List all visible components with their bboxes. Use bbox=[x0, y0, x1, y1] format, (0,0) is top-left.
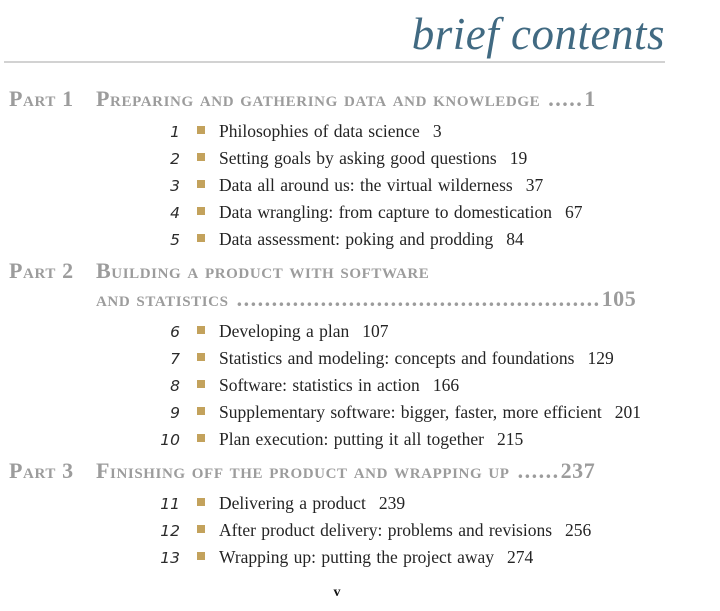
part-title-line2: and statistics..........................… bbox=[96, 285, 665, 313]
chapter-number: 10 bbox=[160, 430, 180, 449]
chapter-title: Delivering a product bbox=[219, 492, 366, 513]
chapter-row: 4 Data wrangling: from capture to domest… bbox=[9, 199, 665, 226]
chapter-page-number: 215 bbox=[497, 428, 524, 449]
chapter-list: 1 Philosophies of data science 3 2 Setti… bbox=[9, 118, 665, 253]
chapter-page-number: 256 bbox=[565, 519, 592, 540]
chapter-page-number: 129 bbox=[587, 347, 614, 368]
chapter-title: Supplementary software: bigger, faster, … bbox=[219, 401, 602, 422]
chapter-page-number: 166 bbox=[432, 374, 460, 395]
chapter-row: 11 Delivering a product 239 bbox=[9, 490, 665, 517]
chapter-number: 11 bbox=[160, 494, 180, 513]
chapter-number: 8 bbox=[170, 376, 180, 395]
chapter-title: After product delivery: problems and rev… bbox=[219, 519, 553, 540]
leader-dots: ..... bbox=[548, 85, 584, 111]
chapter-row: 6 Developing a plan 107 bbox=[9, 318, 665, 345]
divider-rule bbox=[4, 60, 665, 63]
bullet-square-icon bbox=[197, 498, 205, 507]
part-section-1: Part 1 Preparing and gathering data and … bbox=[9, 85, 665, 253]
part-heading: Part 2 Building a product with software … bbox=[9, 257, 665, 313]
chapter-row: 13 Wrapping up: putting the project away… bbox=[9, 544, 665, 571]
leader-dots: ........................................… bbox=[236, 285, 601, 311]
page-title: brief contents bbox=[411, 9, 665, 59]
chapter-page-number: 19 bbox=[509, 147, 528, 168]
part-label: Part 2 bbox=[9, 257, 74, 283]
part-title-line1: Building a product with software bbox=[96, 257, 430, 283]
chapter-page-number: 239 bbox=[378, 492, 406, 513]
part-page-number: 105 bbox=[601, 285, 637, 311]
chapter-page-number: 107 bbox=[362, 320, 389, 341]
bullet-square-icon bbox=[197, 407, 205, 416]
chapter-number: 5 bbox=[170, 230, 180, 249]
chapter-row: 3 Data all around us: the virtual wilder… bbox=[9, 172, 665, 199]
chapter-row: 1 Philosophies of data science 3 bbox=[9, 118, 665, 145]
bullet-square-icon bbox=[197, 234, 205, 243]
chapter-row: 10 Plan execution: putting it all togeth… bbox=[9, 426, 665, 453]
chapter-title: Statistics and modeling: concepts and fo… bbox=[219, 347, 575, 368]
part-page-number: 237 bbox=[560, 457, 596, 483]
chapter-row: 7 Statistics and modeling: concepts and … bbox=[9, 345, 665, 372]
part-heading: Part 3 Finishing off the product and wra… bbox=[9, 457, 665, 485]
bullet-square-icon bbox=[197, 434, 205, 443]
bullet-square-icon bbox=[197, 153, 205, 162]
bullet-square-icon bbox=[197, 552, 205, 561]
part-title-wrap: Preparing and gathering data and knowled… bbox=[96, 85, 665, 113]
chapter-row: 8 Software: statistics in action 166 bbox=[9, 372, 665, 399]
chapter-title: Philosophies of data science bbox=[219, 120, 420, 141]
chapter-number: 12 bbox=[160, 521, 180, 540]
bullet-square-icon bbox=[197, 180, 205, 189]
bullet-square-icon bbox=[197, 380, 205, 389]
content-column: brief contents Part 1 Preparing and gath… bbox=[4, 0, 665, 571]
chapter-title: Setting goals by asking good questions bbox=[219, 147, 497, 168]
part-section-3: Part 3 Finishing off the product and wra… bbox=[9, 457, 665, 571]
part-title: Preparing and gathering data and knowled… bbox=[96, 85, 541, 111]
chapter-page-number: 274 bbox=[507, 546, 534, 567]
chapter-number: 9 bbox=[170, 403, 180, 422]
part-title-wrap: Building a product with software and sta… bbox=[96, 257, 665, 313]
bullet-square-icon bbox=[197, 126, 205, 135]
leader-dots: ...... bbox=[517, 457, 560, 483]
table-of-contents: Part 1 Preparing and gathering data and … bbox=[9, 85, 665, 571]
chapter-number: 1 bbox=[170, 122, 180, 141]
part-label: Part 3 bbox=[9, 457, 74, 483]
part-label: Part 1 bbox=[9, 85, 74, 111]
chapter-page-number: 84 bbox=[506, 228, 524, 249]
chapter-page-number: 37 bbox=[525, 174, 544, 195]
chapter-number: 4 bbox=[170, 203, 180, 222]
chapter-title: Wrapping up: putting the project away bbox=[219, 546, 494, 567]
chapter-title: Plan execution: putting it all together bbox=[219, 428, 485, 449]
chapter-number: 7 bbox=[170, 349, 180, 368]
chapter-page-number: 3 bbox=[432, 120, 442, 141]
chapter-page-number: 201 bbox=[614, 401, 642, 422]
part-heading: Part 1 Preparing and gathering data and … bbox=[9, 85, 665, 113]
chapter-number: 2 bbox=[170, 149, 180, 168]
chapter-list: 11 Delivering a product 239 12 After pro… bbox=[9, 490, 665, 571]
chapter-number: 6 bbox=[170, 322, 180, 341]
bullet-square-icon bbox=[197, 207, 205, 216]
bullet-square-icon bbox=[197, 326, 205, 335]
bullet-square-icon bbox=[197, 525, 205, 534]
chapter-row: 9 Supplementary software: bigger, faster… bbox=[9, 399, 665, 426]
part-title-continued: and statistics bbox=[96, 285, 229, 311]
part-title-wrap: Finishing off the product and wrapping u… bbox=[96, 457, 665, 485]
chapter-number: 13 bbox=[160, 548, 180, 567]
chapter-title: Data assessment: poking and prodding bbox=[219, 228, 494, 249]
chapter-title: Data wrangling: from capture to domestic… bbox=[219, 201, 553, 222]
chapter-title: Data all around us: the virtual wilderne… bbox=[219, 174, 513, 195]
chapter-list: 6 Developing a plan 107 7 Statistics and… bbox=[9, 318, 665, 453]
chapter-row: 5 Data assessment: poking and prodding 8… bbox=[9, 226, 665, 253]
part-section-2: Part 2 Building a product with software … bbox=[9, 257, 665, 453]
part-title: Finishing off the product and wrapping u… bbox=[96, 457, 510, 483]
chapter-row: 2 Setting goals by asking good questions… bbox=[9, 145, 665, 172]
chapter-title: Software: statistics in action bbox=[219, 374, 420, 395]
part-page-number: 1 bbox=[584, 85, 596, 111]
chapter-row: 12 After product delivery: problems and … bbox=[9, 517, 665, 544]
chapter-number: 3 bbox=[170, 176, 180, 195]
bullet-square-icon bbox=[197, 353, 205, 362]
chapter-page-number: 67 bbox=[565, 201, 583, 222]
chapter-title: Developing a plan bbox=[219, 320, 350, 341]
folio-page-number: v bbox=[333, 585, 341, 600]
